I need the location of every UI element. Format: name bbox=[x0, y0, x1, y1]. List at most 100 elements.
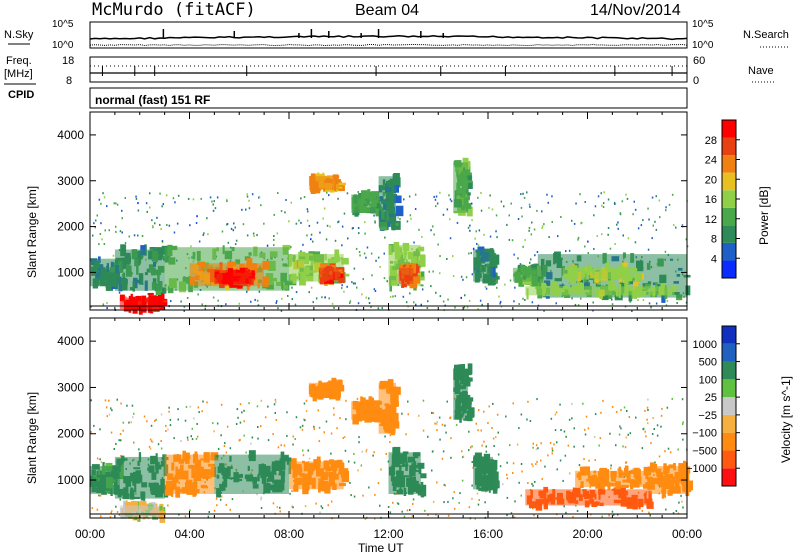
noise-cell bbox=[653, 428, 655, 430]
noise-cell bbox=[543, 223, 545, 226]
noise-cell bbox=[497, 453, 500, 456]
noise-cell bbox=[149, 447, 152, 450]
noise-cell bbox=[106, 302, 108, 304]
noise-cell bbox=[224, 442, 226, 445]
data-cell bbox=[635, 272, 642, 282]
noise-cell bbox=[571, 297, 573, 300]
noise-cell bbox=[649, 514, 651, 517]
noise-cell bbox=[650, 442, 652, 445]
noise-cell bbox=[152, 226, 154, 229]
colorbar-tick-label: 24 bbox=[705, 155, 717, 167]
noise-cell bbox=[197, 293, 199, 296]
noise-cell bbox=[497, 431, 499, 434]
noise-cell bbox=[345, 418, 347, 421]
noise-cell bbox=[190, 435, 192, 438]
noise-cell bbox=[327, 504, 329, 507]
noise-cell bbox=[537, 447, 539, 450]
noise-cell bbox=[619, 212, 622, 215]
noise-cell bbox=[257, 426, 259, 428]
noise-cell bbox=[99, 494, 102, 497]
noise-cell bbox=[356, 397, 359, 400]
noise-cell bbox=[256, 234, 258, 237]
noise-cell bbox=[522, 192, 524, 195]
noise-cell bbox=[154, 222, 156, 225]
data-cell bbox=[411, 263, 417, 275]
cpid-panel-frame bbox=[89, 87, 688, 109]
noise-cell bbox=[549, 441, 552, 444]
noise-cell bbox=[118, 291, 121, 294]
data-cell bbox=[420, 473, 427, 479]
noise-cell bbox=[485, 287, 488, 290]
noise-cell bbox=[665, 209, 667, 212]
noise-cell bbox=[352, 227, 354, 229]
noise-cell bbox=[368, 486, 370, 489]
noise-cell bbox=[100, 515, 102, 518]
noise-cell bbox=[659, 216, 661, 219]
noise-cell bbox=[665, 508, 667, 511]
noise-cell bbox=[361, 450, 363, 453]
noise-cell bbox=[365, 296, 367, 299]
noise-cell bbox=[571, 219, 573, 222]
noise-cell bbox=[455, 423, 458, 426]
noise-cell bbox=[529, 205, 531, 208]
noise-cell bbox=[392, 501, 394, 504]
noise-cell bbox=[617, 227, 619, 230]
noise-cell bbox=[156, 216, 158, 219]
noise-cell bbox=[434, 198, 437, 201]
noise-cell bbox=[656, 434, 659, 437]
noise-cell bbox=[496, 286, 498, 289]
noise-cell bbox=[196, 215, 198, 218]
noise-cell bbox=[189, 224, 191, 227]
noise-cell bbox=[197, 406, 200, 409]
noise-cell bbox=[415, 303, 417, 306]
noise-cell bbox=[343, 290, 345, 293]
noise-cell bbox=[226, 425, 229, 428]
noise-cell bbox=[491, 208, 494, 211]
noise-cell bbox=[477, 196, 479, 199]
noise-cell bbox=[530, 233, 533, 236]
noise-cell bbox=[607, 198, 610, 201]
freq-tick-bottom: 8 bbox=[66, 75, 72, 87]
noise-cell bbox=[418, 414, 420, 417]
noise-cell bbox=[449, 198, 452, 201]
noise-cell bbox=[151, 219, 153, 222]
noise-cell bbox=[122, 429, 124, 432]
noise-cell bbox=[149, 192, 151, 195]
noise-cell bbox=[500, 200, 503, 203]
noise-cell bbox=[243, 420, 245, 423]
noise-cell bbox=[276, 506, 278, 509]
noise-cell bbox=[292, 506, 294, 509]
nsearch-trace bbox=[89, 43, 688, 47]
noise-cell bbox=[623, 406, 626, 409]
noise-cell bbox=[135, 197, 138, 200]
noise-cell bbox=[201, 410, 203, 413]
noise-cell bbox=[302, 449, 304, 452]
noise-cell bbox=[625, 193, 627, 196]
noise-cell bbox=[470, 252, 472, 255]
noise-cell bbox=[113, 448, 115, 450]
noise-cell bbox=[208, 511, 210, 513]
noise-cell bbox=[420, 303, 422, 306]
noise-cell bbox=[551, 449, 554, 452]
nsky-panel-frame bbox=[89, 21, 688, 49]
noise-cell bbox=[492, 437, 495, 440]
noise-cell bbox=[106, 307, 108, 310]
noise-cell bbox=[323, 431, 325, 434]
noise-cell bbox=[471, 461, 473, 463]
noise-cell bbox=[650, 306, 652, 309]
noise-cell bbox=[138, 448, 140, 451]
noise-cell bbox=[121, 209, 123, 212]
noise-cell bbox=[292, 443, 294, 446]
noise-cell bbox=[277, 192, 279, 194]
noise-cell bbox=[379, 265, 381, 268]
noise-cell bbox=[242, 223, 245, 226]
noise-cell bbox=[461, 479, 464, 482]
noise-cell bbox=[103, 243, 106, 245]
noise-cell bbox=[325, 420, 328, 423]
noise-cell bbox=[357, 469, 359, 472]
noise-cell bbox=[301, 428, 304, 431]
noise-cell bbox=[408, 195, 411, 198]
data-cell bbox=[336, 186, 343, 189]
noise-cell bbox=[267, 405, 269, 408]
noise-cell bbox=[597, 195, 600, 198]
